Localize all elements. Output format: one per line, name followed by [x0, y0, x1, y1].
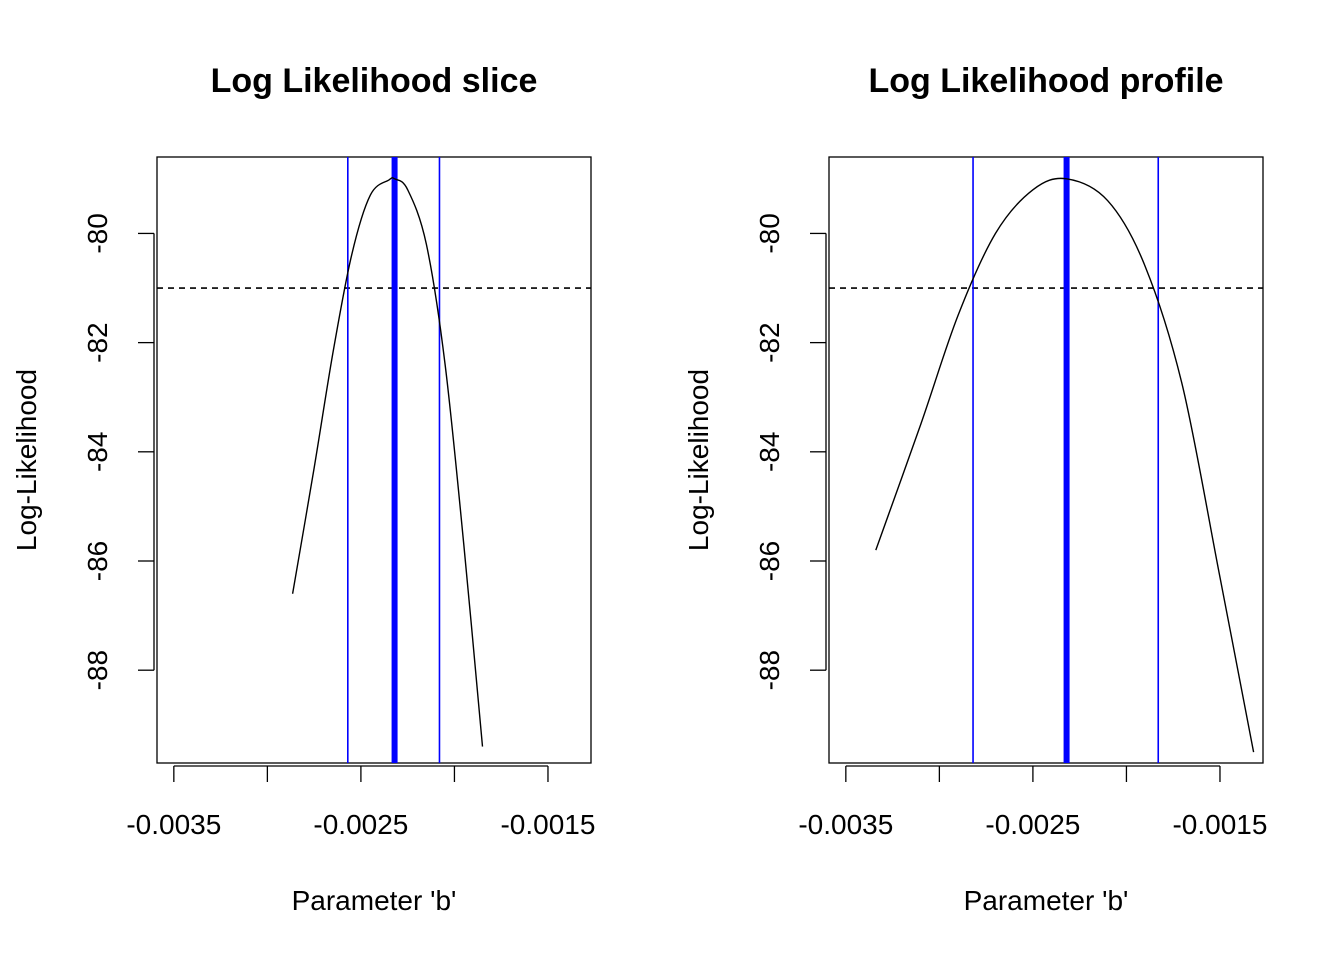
slice-y-tick-label: -82	[82, 322, 113, 362]
slice-y-tick-label: -88	[82, 650, 113, 690]
slice-x-tick-label: -0.0015	[500, 809, 595, 840]
slice-y-tick-label: -86	[82, 541, 113, 581]
profile-y-tick-label: -82	[754, 322, 785, 362]
slice-y-tick-label: -84	[82, 432, 113, 472]
slice-y-axis-label: Log-Likelihood	[11, 369, 42, 551]
profile-likelihood-curve	[875, 177, 1255, 753]
profile-x-axis-label: Parameter 'b'	[964, 885, 1129, 916]
slice-y-tick-label: -80	[82, 213, 113, 253]
slice-plot-frame	[156, 156, 592, 764]
profile-panel: Log Likelihood profile Parameter 'b' Log…	[683, 62, 1267, 916]
profile-plot-frame	[828, 156, 1264, 764]
profile-x-tick-label: -0.0035	[798, 809, 893, 840]
profile-y-axis-label: Log-Likelihood	[683, 369, 714, 551]
profile-title: Log Likelihood profile	[868, 62, 1223, 100]
slice-x-tick-label: -0.0035	[126, 809, 221, 840]
slice-title: Log Likelihood slice	[211, 62, 538, 100]
profile-y-tick-label: -86	[754, 541, 785, 581]
profile-plot-area: -0.0035 -0.0025 -0.0015 -80 -82 -84 -86 -88	[754, 156, 1267, 840]
profile-y-tick-label: -88	[754, 650, 785, 690]
profile-x-tick-label: -0.0015	[1172, 809, 1267, 840]
slice-x-tick-label: -0.0025	[313, 809, 408, 840]
slice-x-axis-label: Parameter 'b'	[292, 885, 457, 916]
slice-plot-area: -0.0035 -0.0025 -0.0015 -80 -82 -84 -86 -88	[82, 156, 595, 840]
profile-y-tick-label: -80	[754, 213, 785, 253]
profile-y-tick-label: -84	[754, 432, 785, 472]
slice-likelihood-curve	[291, 177, 484, 747]
profile-x-tick-label: -0.0025	[985, 809, 1080, 840]
slice-panel: Log Likelihood slice Parameter 'b' Log-L…	[11, 62, 595, 916]
